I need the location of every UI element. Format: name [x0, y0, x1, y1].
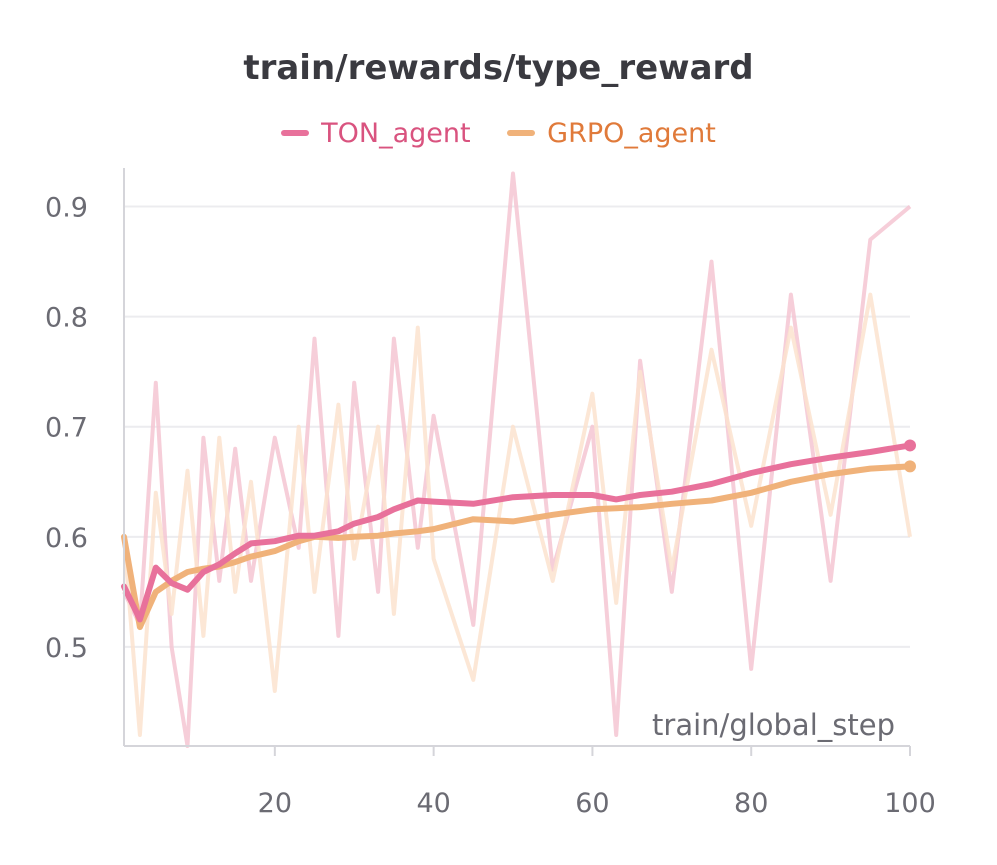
y-tick-label: 0.8	[45, 303, 88, 334]
legend-label-grpo-agent: GRPO_agent	[547, 117, 716, 149]
y-tick-label: 0.7	[45, 413, 88, 444]
raw-lines	[122, 171, 912, 748]
smoothed-lines	[121, 439, 916, 631]
x-axis-title: train/global_step	[652, 708, 895, 742]
legend-swatch-ton-agent	[281, 130, 310, 136]
x-tick-label: 100	[884, 788, 936, 819]
y-tick-label: 0.6	[45, 523, 88, 554]
legend: TON_agent GRPO_agent	[0, 112, 997, 149]
x-tick-label: 80	[734, 788, 768, 819]
legend-label-ton-agent: TON_agent	[321, 117, 471, 149]
raw-line-grpo-agent	[122, 292, 912, 737]
end-marker-grpo-agent	[904, 460, 916, 473]
axes	[123, 168, 910, 747]
x-tick-label: 60	[575, 788, 609, 819]
legend-swatch-grpo-agent	[507, 130, 536, 136]
y-tick-label: 0.9	[45, 193, 88, 224]
grid	[124, 205, 910, 648]
smoothed-line-ton-agent[interactable]	[121, 442, 913, 623]
chart-title: train/rewards/type_reward	[243, 48, 754, 88]
raw-line-ton-agent	[122, 171, 912, 748]
end-marker-ton-agent	[904, 439, 916, 452]
x-tick-label: 20	[258, 788, 292, 819]
y-tick-label: 0.5	[45, 633, 88, 664]
x-tick-label: 40	[416, 788, 450, 819]
tick-labels: 0.5 0.6 0.7 0.8 0.9 20 40 60 80 100	[45, 193, 936, 819]
legend-item-ton-agent[interactable]: TON_agent	[281, 117, 471, 149]
legend-item-grpo-agent[interactable]: GRPO_agent	[507, 118, 716, 149]
